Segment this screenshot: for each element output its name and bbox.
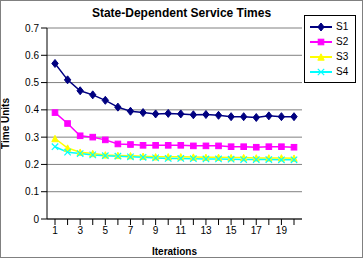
svg-text:19: 19 <box>276 225 288 236</box>
html-text:S2: S2 <box>336 36 349 47</box>
html-text:State-Dependent Service Times: State-Dependent Service Times <box>91 6 272 20</box>
svg-text:Time Units: Time Units <box>8 98 11 149</box>
html-text:S3: S3 <box>336 51 349 62</box>
svg-text:11: 11 <box>176 225 187 236</box>
svg-text:3: 3 <box>77 225 83 236</box>
svg-text:0.5: 0.5 <box>25 77 39 88</box>
svg-text:0.3: 0.3 <box>25 132 39 143</box>
html-text:S1: S1 <box>336 21 349 32</box>
svg-text:Iterations: Iterations <box>152 246 197 257</box>
svg-text:13: 13 <box>200 225 212 236</box>
svg-text:0.7: 0.7 <box>25 23 39 34</box>
svg-text:17: 17 <box>251 225 263 236</box>
svg-text:7: 7 <box>128 225 134 236</box>
svg-text:9: 9 <box>153 225 159 236</box>
svg-text:5: 5 <box>103 225 109 236</box>
svg-text:0: 0 <box>33 214 39 225</box>
svg-text:15: 15 <box>226 225 238 236</box>
svg-text:0.6: 0.6 <box>25 50 39 61</box>
svg-text:0.1: 0.1 <box>25 186 39 197</box>
html-text:S4: S4 <box>336 66 349 77</box>
svg-text:0.4: 0.4 <box>25 104 39 115</box>
svg-text:0.2: 0.2 <box>25 159 39 170</box>
svg-text:1: 1 <box>52 225 58 236</box>
